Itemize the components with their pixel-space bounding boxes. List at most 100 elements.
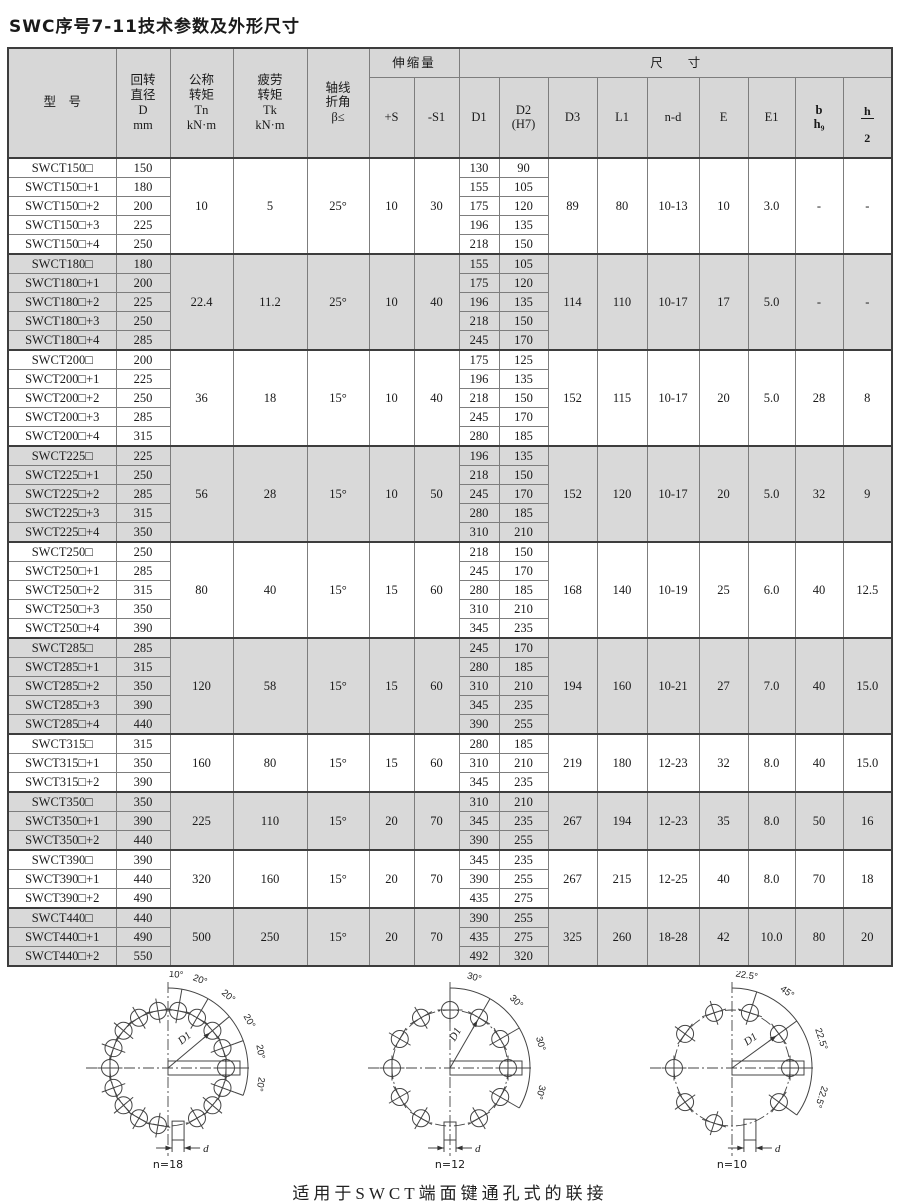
cell-d1: 310: [458, 752, 500, 773]
col-header-model: 型 号: [7, 47, 117, 159]
cell-d1: 345: [458, 810, 500, 831]
cell-model: SWCT150□+3: [7, 214, 117, 235]
col-header-tk: 疲劳 转矩 Tk kN·m: [232, 47, 308, 159]
cell-d1: 345: [458, 771, 500, 793]
cell-d1: 310: [458, 675, 500, 696]
cell-nd: 10-17: [646, 444, 700, 543]
cell-d1: 390: [458, 906, 500, 928]
svg-text:22.5°: 22.5°: [812, 1084, 829, 1109]
cell-model: SWCT180□: [7, 252, 117, 274]
cell-plus_s: 20: [368, 790, 415, 851]
cell-d: 440: [115, 829, 171, 851]
col-header-plus-s: +S: [368, 76, 415, 159]
cell-model: SWCT150□+2: [7, 195, 117, 216]
cell-d: 180: [115, 252, 171, 274]
col-header-d1: D1: [458, 76, 500, 159]
cell-d1: 218: [458, 310, 500, 331]
cell-d2: 255: [498, 868, 549, 889]
cell-d3: 219: [547, 732, 598, 793]
cell-beta: 15°: [306, 348, 370, 447]
table-row: SWCT200□+3 285 245 170: [7, 406, 892, 427]
cell-d1: 245: [458, 560, 500, 581]
cell-h2: 15.0: [842, 636, 893, 735]
table-row: SWCT200□+1 225 196 135: [7, 368, 892, 389]
table-row: SWCT285□+3 390 345 235: [7, 694, 892, 715]
cell-d: 315: [115, 656, 171, 677]
cell-d2: 170: [498, 483, 549, 504]
cell-d2: 275: [498, 926, 549, 947]
cell-nd: 10-19: [646, 540, 700, 639]
cell-e1: 6.0: [747, 540, 796, 639]
cell-d: 250: [115, 540, 171, 562]
cell-d1: 218: [458, 540, 500, 562]
cell-d2: 235: [498, 617, 549, 639]
cell-l1: 215: [596, 848, 648, 909]
cell-l1: 260: [596, 906, 648, 967]
cell-d3: 152: [547, 444, 598, 543]
table-row: SWCT150□+1 180 155 105: [7, 176, 892, 197]
cell-d1: 435: [458, 926, 500, 947]
cell-d3: 267: [547, 790, 598, 851]
table-row: SWCT250□+4 390 345 235: [7, 617, 892, 639]
cell-d1: 310: [458, 598, 500, 619]
table-header: 型 号 回转 直径 D mm 公称 转矩 Tn kN·m 疲劳 转矩 Tk kN…: [7, 47, 893, 159]
cell-plus_s: 20: [368, 848, 415, 909]
cell-h2: 16: [842, 790, 893, 851]
svg-text:30°: 30°: [533, 1084, 547, 1101]
cell-d: 285: [115, 329, 171, 351]
cell-d: 225: [115, 214, 171, 235]
cell-tk: 5: [232, 156, 308, 255]
table-row: SWCT315□+2 390 345 235: [7, 771, 892, 793]
cell-model: SWCT285□+3: [7, 694, 117, 715]
cell-minus_s1: 60: [413, 732, 460, 793]
cell-minus_s1: 70: [413, 848, 460, 909]
cell-d1: 196: [458, 291, 500, 312]
table-row: SWCT440□+1 490 435 275: [7, 926, 892, 947]
cell-d2: 210: [498, 790, 549, 812]
table-row: SWCT200□+2 250 218 150: [7, 387, 892, 408]
cell-d: 390: [115, 694, 171, 715]
cell-d3: 152: [547, 348, 598, 447]
cell-d2: 135: [498, 368, 549, 389]
cell-d: 350: [115, 521, 171, 543]
cell-model: SWCT225□+4: [7, 521, 117, 543]
cell-e1: 8.0: [747, 732, 796, 793]
cell-e: 10: [698, 156, 749, 255]
cell-d1: 245: [458, 329, 500, 351]
cell-tn: 36: [169, 348, 234, 447]
cell-l1: 115: [596, 348, 648, 447]
cell-model: SWCT200□+2: [7, 387, 117, 408]
table-row: SWCT180□ 180 22.4 11.2 25° 10 40 155 105 114 110 10…: [7, 252, 893, 351]
cell-b: 50: [794, 790, 844, 851]
cell-e1: 5.0: [747, 252, 796, 351]
cell-d1: 310: [458, 521, 500, 543]
table-row: SWCT350□ 350 225 110 15° 20 70 310 210 267 194 12-2…: [7, 790, 893, 851]
table-row: SWCT315□+1 350 310 210: [7, 752, 892, 773]
page-title: SWC序号7-11技术参数及外形尺寸: [9, 17, 301, 37]
cell-e1: 8.0: [747, 790, 796, 851]
cell-model: SWCT440□+1: [7, 926, 117, 947]
table-row: SWCT440□ 440 500 250 15° 20 70 390 255 325 260 18-2…: [7, 906, 893, 967]
cell-e: 35: [698, 790, 749, 851]
table-row: SWCT225□+2 285 245 170: [7, 483, 892, 504]
cell-e: 17: [698, 252, 749, 351]
cell-tn: 56: [169, 444, 234, 543]
table-row: SWCT250□+1 285 245 170: [7, 560, 892, 581]
footer-note: 适用于SWCT端面键通孔式的联接: [292, 1183, 608, 1203]
cell-d: 550: [115, 945, 171, 967]
cell-e: 27: [698, 636, 749, 735]
cell-e: 20: [698, 348, 749, 447]
table-row: SWCT350□+1 390 345 235: [7, 810, 892, 831]
cell-minus_s1: 50: [413, 444, 460, 543]
cell-d2: 125: [498, 348, 549, 370]
cell-d2: 235: [498, 810, 549, 831]
svg-text:30°: 30°: [466, 971, 483, 985]
cell-tn: 225: [169, 790, 234, 851]
cell-model: SWCT250□+2: [7, 579, 117, 600]
cell-e1: 8.0: [747, 848, 796, 909]
cell-model: SWCT315□: [7, 732, 117, 754]
table-row: SWCT285□ 285 120 58 15° 15 60 245 170 194 160 10-21…: [7, 636, 893, 735]
cell-d: 285: [115, 406, 171, 427]
cell-l1: 80: [596, 156, 648, 255]
cell-beta: 25°: [306, 252, 370, 351]
